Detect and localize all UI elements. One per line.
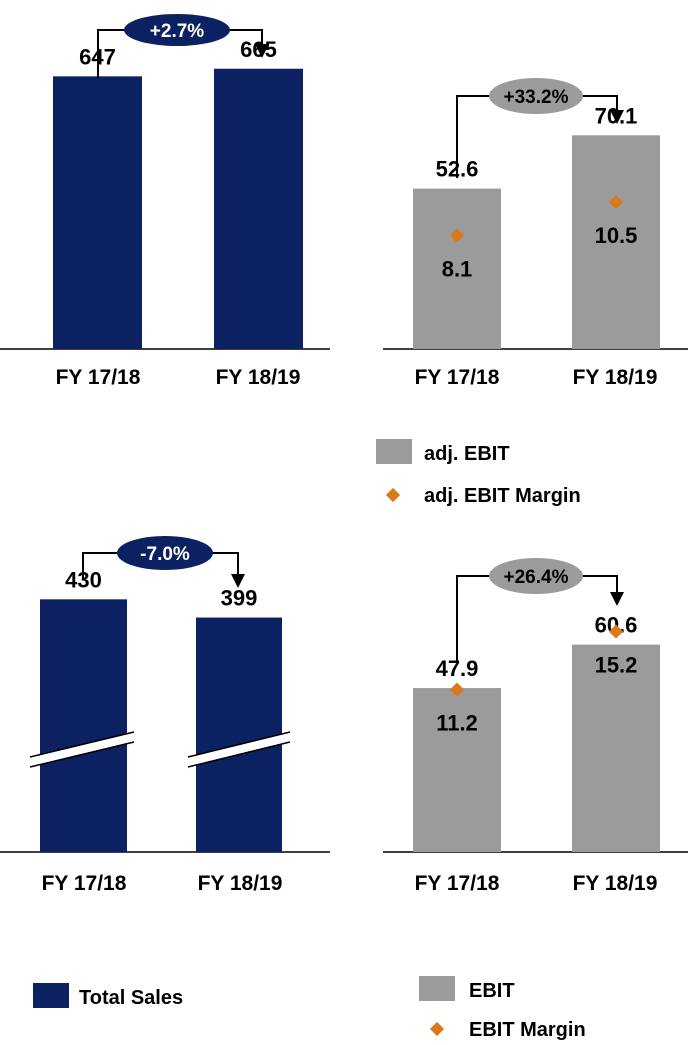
change-pill xyxy=(489,558,583,594)
change-pill xyxy=(124,14,230,46)
bar-fy1718 xyxy=(40,599,127,852)
category-label-fy1819: FY 18/19 xyxy=(573,366,658,389)
bar-fy1718 xyxy=(413,188,501,349)
bar-fy1718 xyxy=(53,76,142,349)
axis-break-line xyxy=(187,741,291,768)
change-pill xyxy=(489,78,583,114)
legend-label-ebit: EBIT xyxy=(469,980,515,1002)
margin-marker-fy1819 xyxy=(608,194,624,210)
legend-swatch-adj-ebit xyxy=(376,439,412,464)
change-label: +26.4% xyxy=(504,567,569,588)
bar-fy1819 xyxy=(572,644,660,852)
margin-marker-fy1718 xyxy=(449,228,465,243)
change-label: +33.2% xyxy=(504,87,569,108)
axis-break-fy1718 xyxy=(30,732,134,767)
margin-label-fy1819: 15.2 xyxy=(595,653,638,678)
legend-label-ebit-margin: EBIT Margin xyxy=(469,1019,586,1041)
legend-adj-ebit: adj. EBIT adj. EBIT Margin xyxy=(376,439,581,507)
bar-fy1718 xyxy=(413,688,501,852)
axis-break-line xyxy=(187,731,291,758)
margin-label-fy1819: 10.5 xyxy=(595,223,638,248)
change-arrowhead xyxy=(255,44,269,58)
legend-label-total-sales: Total Sales xyxy=(79,987,183,1009)
margin-label-fy1718: 8.1 xyxy=(442,257,473,282)
axis-break-line xyxy=(29,731,135,758)
change-arrowhead xyxy=(610,110,624,124)
value-label-fy1819: 399 xyxy=(221,586,258,611)
chart-total-sales-bottom: 430 399 -7.0% FY 17/18 FY 18/19 xyxy=(0,536,330,895)
axis-break-fy1819 xyxy=(188,732,290,767)
chart-adj-ebit: 52.6 70.1 8.1 10.5 +33.2% FY 17/18 FY 18… xyxy=(383,78,688,389)
category-label-fy1819: FY 18/19 xyxy=(216,366,301,389)
category-label-fy1718: FY 17/18 xyxy=(415,872,500,895)
legend-swatch-total-sales xyxy=(33,983,69,1008)
margin-marker-fy1819 xyxy=(608,624,624,639)
chart-ebit: 47.9 60.6 11.2 15.2 +26.4% FY 17/18 FY 1… xyxy=(383,558,688,895)
legend-label-adj-ebit-margin: adj. EBIT Margin xyxy=(424,485,581,507)
legend-swatch-ebit xyxy=(419,976,455,1001)
legend-ebit: EBIT EBIT Margin xyxy=(419,976,586,1041)
bar-fy1819 xyxy=(196,617,282,852)
category-label-fy1718: FY 17/18 xyxy=(42,872,127,895)
change-label: -7.0% xyxy=(140,544,190,565)
legend-label-adj-ebit: adj. EBIT xyxy=(424,443,510,465)
bar-fy1819 xyxy=(214,68,303,349)
legend-marker-adj-ebit-margin xyxy=(385,487,401,503)
category-label-fy1819: FY 18/19 xyxy=(198,872,283,895)
axis-break-line xyxy=(29,741,135,768)
bar-fy1819 xyxy=(572,135,660,349)
category-label-fy1819: FY 18/19 xyxy=(573,872,658,895)
change-pill xyxy=(117,536,213,570)
change-label: +2.7% xyxy=(150,21,205,42)
legend-total-sales: Total Sales xyxy=(33,983,183,1009)
margin-label-fy1718: 11.2 xyxy=(436,711,478,736)
change-arrowhead xyxy=(231,574,245,588)
margin-marker-fy1718 xyxy=(449,682,465,697)
category-label-fy1718: FY 17/18 xyxy=(415,366,500,389)
change-arrowhead xyxy=(610,592,624,606)
chart-total-sales-top: 647 665 +2.7% FY 17/18 FY 18/19 xyxy=(0,14,330,389)
legend-marker-ebit-margin xyxy=(429,1021,445,1037)
category-label-fy1718: FY 17/18 xyxy=(56,366,141,389)
